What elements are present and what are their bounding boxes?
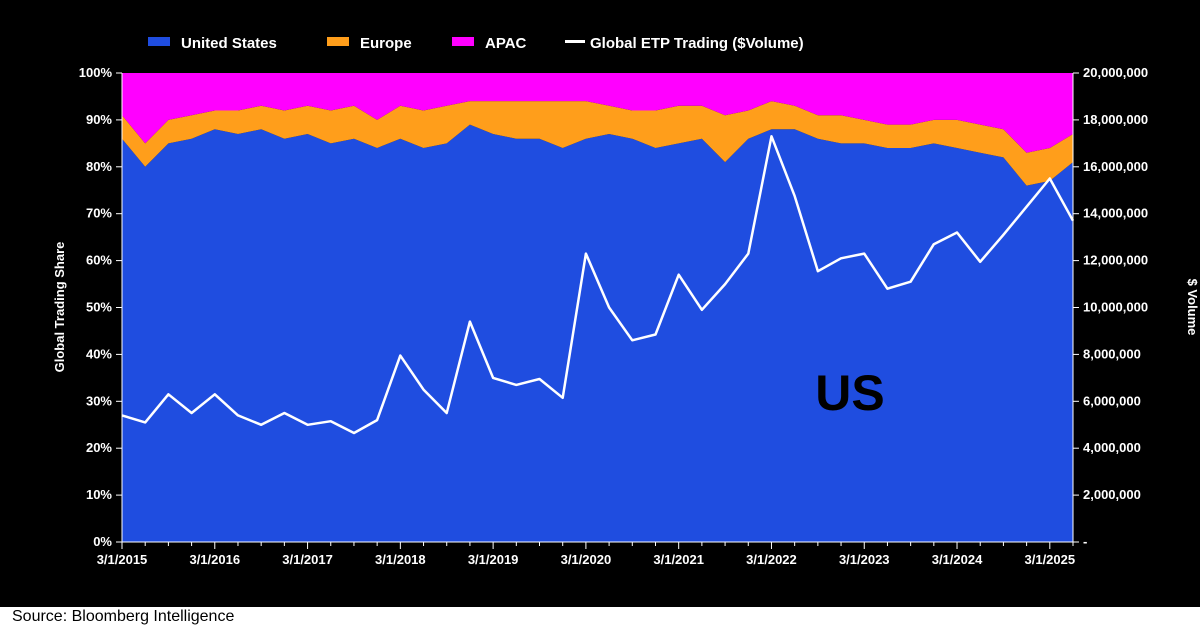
x-tick-label: 3/1/2024 bbox=[932, 552, 983, 567]
right-tick-label: 4,000,000 bbox=[1083, 440, 1141, 455]
left-axis-ticks: 0% 10% 20% 30% 40% 50% 60% 70% 80% 90% 100% bbox=[79, 65, 122, 549]
legend-label-united-states: United States bbox=[181, 35, 277, 52]
x-tick-label: 3/1/2015 bbox=[97, 552, 148, 567]
x-tick-label: 3/1/2020 bbox=[561, 552, 612, 567]
right-tick-label: 8,000,000 bbox=[1083, 346, 1141, 361]
left-tick-label: 40% bbox=[86, 346, 112, 361]
left-tick-label: 0% bbox=[93, 534, 112, 549]
right-tick-label: 2,000,000 bbox=[1083, 487, 1141, 502]
legend-swatch-europe bbox=[327, 37, 349, 46]
legend: United States Europe APAC Global ETP Tradin… bbox=[148, 35, 804, 52]
left-tick-label: 50% bbox=[86, 300, 112, 315]
legend-swatch-global-etp-trading-volume bbox=[565, 40, 585, 43]
legend-label-apac: APAC bbox=[485, 35, 527, 52]
right-tick-label: 6,000,000 bbox=[1083, 393, 1141, 408]
legend-label-europe: Europe bbox=[360, 35, 412, 52]
right-axis-ticks: - 2,000,000 4,000,000 6,000,000 8,000,000 10,… bbox=[1073, 65, 1148, 549]
stacked-area-layer bbox=[122, 73, 1073, 542]
x-axis-ticks: 3/1/2015 3/1/2016 3/1/2017 3/1/2018 3/1/2019… bbox=[97, 542, 1075, 567]
x-tick-label: 3/1/2021 bbox=[653, 552, 704, 567]
right-tick-label: 18,000,000 bbox=[1083, 112, 1148, 127]
left-tick-label: 70% bbox=[86, 206, 112, 221]
left-tick-label: 30% bbox=[86, 393, 112, 408]
x-tick-label: 3/1/2016 bbox=[189, 552, 240, 567]
source-note: Source: Bloomberg Intelligence bbox=[12, 609, 234, 625]
right-tick-label: 14,000,000 bbox=[1083, 206, 1148, 221]
left-tick-label: 80% bbox=[86, 159, 112, 174]
left-axis-title: Global Trading Share bbox=[52, 242, 67, 373]
left-tick-label: 60% bbox=[86, 253, 112, 268]
legend-swatch-apac bbox=[452, 37, 474, 46]
x-tick-label: 3/1/2019 bbox=[468, 552, 519, 567]
left-tick-label: 20% bbox=[86, 440, 112, 455]
chart-frame: 0% 10% 20% 30% 40% 50% 60% 70% 80% 90% 100% - 2,000… bbox=[0, 0, 1200, 607]
x-tick-label: 3/1/2025 bbox=[1025, 552, 1076, 567]
x-tick-label: 3/1/2022 bbox=[746, 552, 797, 567]
chart-canvas: 0% 10% 20% 30% 40% 50% 60% 70% 80% 90% 100% - 2,000… bbox=[0, 0, 1200, 607]
right-tick-label: 10,000,000 bbox=[1083, 300, 1148, 315]
right-tick-label: 12,000,000 bbox=[1083, 253, 1148, 268]
legend-swatch-united-states bbox=[148, 37, 170, 46]
x-tick-label: 3/1/2017 bbox=[282, 552, 333, 567]
area-united-states bbox=[122, 125, 1073, 542]
right-tick-label: - bbox=[1083, 534, 1087, 549]
us-annotation: US bbox=[815, 365, 884, 421]
x-tick-label: 3/1/2023 bbox=[839, 552, 890, 567]
left-tick-label: 10% bbox=[86, 487, 112, 502]
legend-label-global-etp-trading-volume: Global ETP Trading ($Volume) bbox=[590, 35, 804, 52]
left-tick-label: 100% bbox=[79, 65, 113, 80]
left-tick-label: 90% bbox=[86, 112, 112, 127]
right-tick-label: 16,000,000 bbox=[1083, 159, 1148, 174]
right-tick-label: 20,000,000 bbox=[1083, 65, 1148, 80]
x-tick-label: 3/1/2018 bbox=[375, 552, 426, 567]
right-axis-title: $ Volume bbox=[1185, 279, 1200, 336]
